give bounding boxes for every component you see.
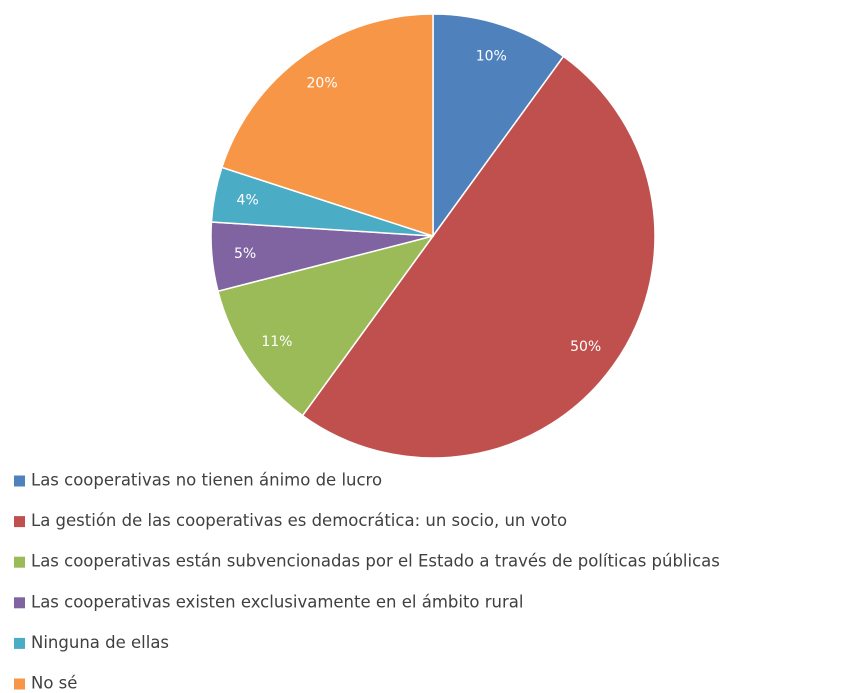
legend-swatch [14,475,25,487]
slice-label: 11% [261,334,292,350]
legend-label: Las cooperativas existen exclusivamente … [31,592,524,611]
legend-swatch [14,678,25,690]
legend-label: No sé [31,674,77,693]
slice-label: 4% [237,193,259,209]
pie-slice [432,13,565,239]
slice-label: 20% [307,75,338,91]
slice-label: 50% [570,339,601,355]
legend-label: La gestión de las cooperativas es democr… [31,511,567,530]
legend-swatch [14,637,25,649]
legend-label: Las cooperativas no tienen ánimo de lucr… [31,471,382,490]
legend-swatch [14,556,25,568]
legend-swatch [14,516,25,528]
slice-label: 10% [476,49,507,65]
pie-slice [220,13,434,238]
slice-label: 5% [234,246,256,262]
legend-swatch [14,597,25,609]
legend-label: Ninguna de ellas [31,633,169,652]
pie-slice [217,234,435,417]
pie-slice [301,55,656,459]
legend-label: Las cooperativas están subvencionadas po… [31,552,720,571]
